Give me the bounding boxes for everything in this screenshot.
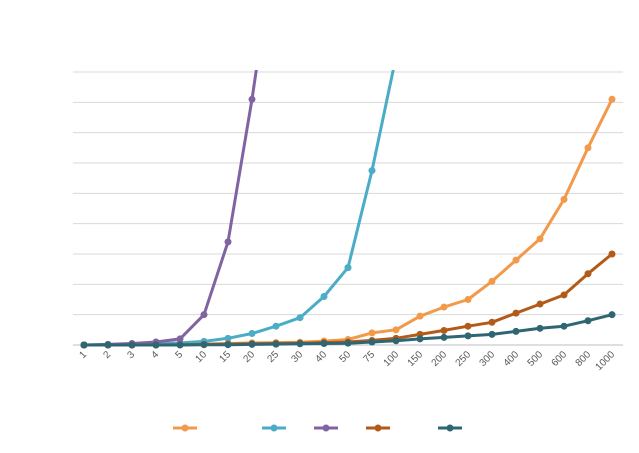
series-1 (80, 95, 616, 349)
x-tick-label: 100 (382, 349, 402, 369)
data-point (464, 322, 472, 330)
data-point (536, 300, 544, 308)
data-point (104, 341, 112, 349)
data-point (200, 341, 208, 349)
x-tick-label: 1000 (594, 349, 618, 373)
x-tick-label: 50 (337, 349, 353, 365)
legend-marker (270, 424, 278, 432)
data-point (584, 317, 592, 325)
data-point (344, 339, 352, 347)
x-tick-label: 10 (193, 349, 209, 365)
data-point (536, 235, 544, 243)
data-point (512, 256, 520, 264)
data-point (296, 340, 304, 348)
data-point (560, 291, 568, 299)
x-tick-label: 25 (265, 349, 281, 365)
gridlines (73, 71, 623, 316)
data-point (344, 264, 352, 272)
legend (173, 424, 462, 432)
data-point (368, 167, 376, 175)
x-axis: 1 2 3 4 5 10 15 20 25 30 40 50 75 100 150 200 250 300 400 5… (73, 344, 623, 373)
x-tick-label: 30 (289, 349, 305, 365)
data-point (560, 195, 568, 203)
data-point (464, 296, 472, 303)
data-point (584, 270, 592, 278)
data-point (440, 303, 448, 311)
x-tick-label: 250 (454, 349, 474, 369)
legend-marker (322, 424, 330, 432)
x-tick-label: 300 (478, 349, 498, 369)
data-point (488, 318, 496, 326)
legend-item (173, 424, 197, 432)
data-point (440, 326, 448, 334)
x-tick-label: 3 (125, 349, 137, 361)
x-tick-label: 500 (526, 349, 546, 369)
x-tick-label: 20 (241, 349, 257, 365)
data-point (368, 338, 376, 346)
data-point (176, 341, 184, 349)
series-5 (80, 311, 616, 349)
data-point (128, 341, 136, 349)
data-point (320, 292, 328, 300)
legend-marker (374, 424, 382, 432)
series-3 (80, 70, 258, 349)
x-tick-label: 15 (217, 349, 233, 365)
data-point (392, 337, 400, 345)
data-point (224, 238, 232, 246)
data-point (272, 340, 280, 348)
data-point (176, 335, 184, 343)
data-point (488, 330, 496, 338)
x-tick-label: 200 (430, 349, 450, 369)
legend-marker (181, 424, 189, 432)
legend-item (438, 424, 462, 432)
legend-item (262, 424, 286, 432)
x-tick-label: 40 (313, 349, 329, 365)
series-line (82, 70, 258, 347)
legend-item (366, 424, 390, 432)
data-point (464, 332, 472, 340)
x-tick-label: 5 (173, 349, 185, 361)
data-point (584, 144, 592, 152)
data-point (560, 322, 568, 330)
data-point (224, 334, 232, 342)
data-point (608, 95, 616, 103)
data-point (80, 341, 88, 349)
data-point (248, 340, 256, 348)
x-tick-label: 600 (550, 349, 570, 369)
data-point (512, 327, 520, 335)
data-point (512, 309, 520, 317)
data-point (608, 311, 616, 319)
x-tick-label: 150 (406, 349, 426, 369)
data-point (200, 311, 208, 319)
data-point (416, 312, 424, 320)
legend-marker (446, 424, 454, 432)
data-point (296, 314, 304, 322)
data-point (224, 341, 232, 349)
x-tick-label: 75 (361, 349, 377, 365)
series-line (82, 70, 395, 347)
data-point (392, 326, 400, 334)
data-point (272, 322, 280, 330)
data-point (416, 335, 424, 343)
series-2 (80, 70, 395, 349)
data-point (152, 341, 160, 349)
x-tick-label: 1 (77, 349, 89, 361)
series-lines (80, 70, 616, 349)
data-point (440, 333, 448, 341)
data-point (248, 95, 256, 103)
legend-item (314, 424, 338, 432)
x-tick-label: 800 (574, 349, 594, 369)
data-point (608, 250, 616, 258)
x-tick-label: 2 (101, 349, 113, 361)
data-point (320, 339, 328, 347)
data-point (368, 329, 376, 337)
x-tick-label: 400 (502, 349, 522, 369)
data-point (248, 329, 256, 337)
x-tick-label: 4 (149, 349, 161, 361)
data-point (536, 324, 544, 332)
data-point (488, 277, 496, 285)
